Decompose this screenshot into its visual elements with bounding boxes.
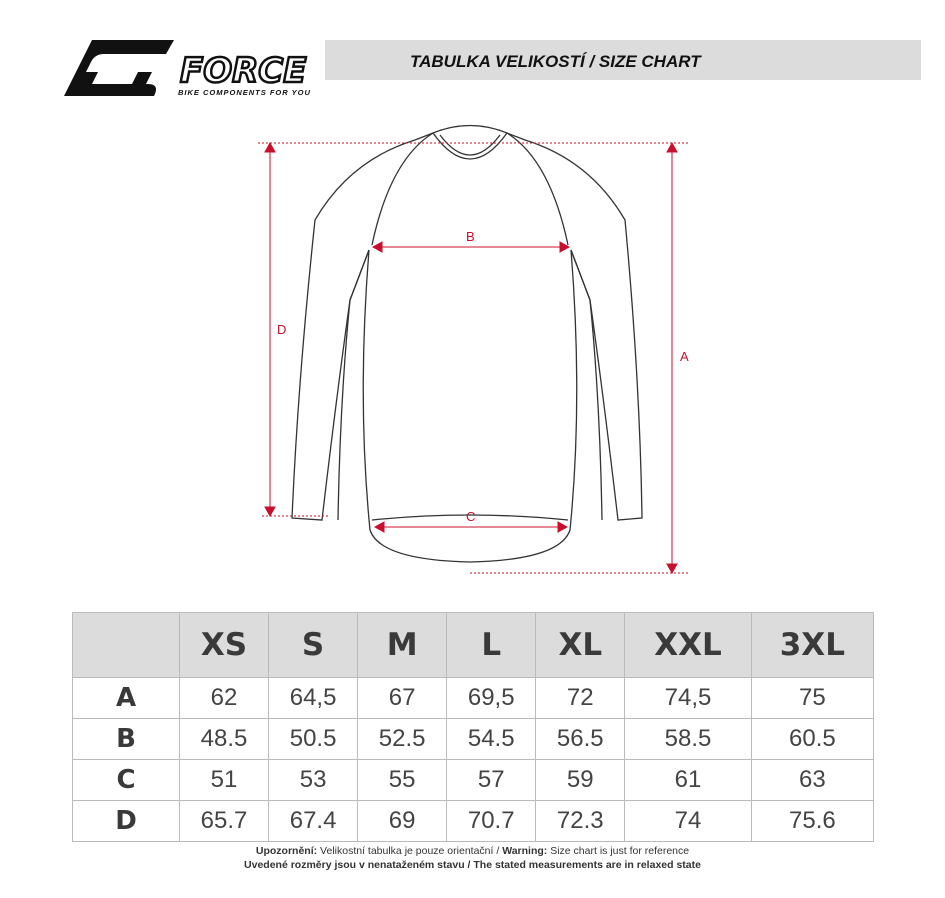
table-cell: 61 [624, 759, 752, 801]
relaxed-state-note: Uvedené rozměry jsou v nenataženém stavu… [244, 859, 701, 871]
table-cell: 51 [178, 759, 270, 801]
size-xs: XS [178, 612, 270, 678]
table-cell: 69 [357, 800, 448, 842]
table-cell: 52.5 [357, 718, 448, 760]
size-xxl: XXL [624, 612, 752, 678]
table-cell: 56.5 [535, 718, 626, 760]
jersey-diagram: B C D A [258, 124, 690, 575]
table-cell: 59 [535, 759, 626, 801]
size-3xl: 3XL [750, 612, 875, 678]
size-s: S [268, 612, 359, 678]
page-title: TABULKA VELIKOSTÍ / SIZE CHART [410, 52, 701, 71]
size-table: XS S M L XL XXL 3XL A 62 64,5 67 69,5 72 74,5 75 B 48.… [72, 612, 875, 842]
corner-cell [72, 612, 180, 678]
table-cell: D [72, 800, 180, 842]
header-banner [325, 40, 921, 80]
table-cell: 63 [750, 759, 875, 801]
table-cell: 62 [178, 677, 270, 719]
warning-note: Upozornění: Velikostní tabulka je pouze … [255, 845, 690, 857]
table-row: A 62 64,5 67 69,5 72 74,5 75 [72, 677, 875, 719]
table-cell: 65.7 [178, 800, 270, 842]
table-cell: 74,5 [624, 677, 752, 719]
table-cell: 60.5 [750, 718, 875, 760]
force-logo: FORCE BIKE COMPONENTS FOR YOU [62, 38, 362, 105]
table-cell: B [72, 718, 180, 760]
label-d: D [277, 322, 286, 337]
svg-text:BIKE COMPONENTS FOR YOU: BIKE COMPONENTS FOR YOU [178, 88, 311, 97]
table-cell: 72 [535, 677, 626, 719]
table-cell: 75.6 [750, 800, 875, 842]
table-cell: 48.5 [178, 718, 270, 760]
table-cell: 67.4 [268, 800, 359, 842]
svg-text:FORCE: FORCE [180, 51, 307, 91]
size-l: L [446, 612, 537, 678]
table-row: B 48.5 50.5 52.5 54.5 56.5 58.5 60.5 [72, 718, 875, 760]
table-cell: 74 [624, 800, 752, 842]
table-cell: 50.5 [268, 718, 359, 760]
table-row: D 65.7 67.4 69 70.7 72.3 74 75.6 [72, 800, 875, 842]
table-cell: 64,5 [268, 677, 359, 719]
size-xl: XL [535, 612, 626, 678]
table-cell: 67 [357, 677, 448, 719]
table-cell: 53 [268, 759, 359, 801]
table-cell: 54.5 [446, 718, 537, 760]
label-b: B [466, 229, 475, 244]
table-cell: 55 [357, 759, 448, 801]
table-cell: C [72, 759, 180, 801]
table-cell: 72.3 [535, 800, 626, 842]
table-cell: 69,5 [446, 677, 537, 719]
table-cell: 58.5 [624, 718, 752, 760]
table-cell: A [72, 677, 180, 719]
jersey-outline [291, 124, 643, 563]
label-c: C [466, 509, 475, 524]
table-cell: 57 [446, 759, 537, 801]
table-cell: 70.7 [446, 800, 537, 842]
label-a: A [680, 349, 689, 364]
size-m: M [357, 612, 448, 678]
table-row: C 51 53 55 57 59 61 63 [72, 759, 875, 801]
table-cell: 75 [750, 677, 875, 719]
size-header-row: XS S M L XL XXL 3XL [72, 612, 875, 678]
